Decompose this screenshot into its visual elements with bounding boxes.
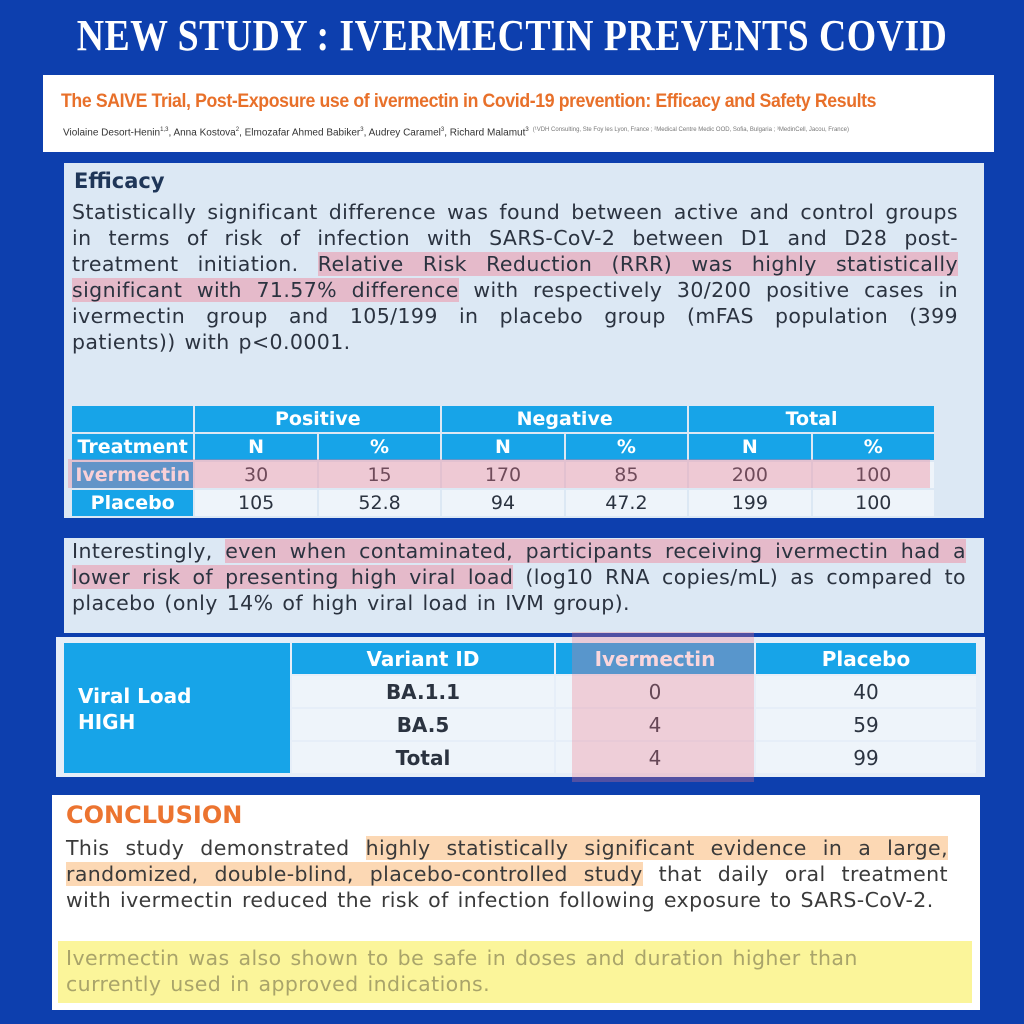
author-affiliation-index: 1,3: [160, 127, 169, 133]
efficacy-box: Efficacy Statistically significant diffe…: [64, 163, 984, 518]
column-header: %: [316, 432, 443, 462]
cell: 4: [554, 740, 756, 775]
text: that daily oral treatment with ivermecti…: [66, 862, 948, 912]
paragraph: This study demonstrated highly statistic…: [66, 835, 948, 913]
cell: 85: [563, 460, 690, 490]
data-row: BA.5 4 59: [63, 707, 978, 742]
row-header: Placebo: [69, 488, 196, 518]
results-table: Positive Negative Total Treatment N% N% N% Iver…: [69, 404, 937, 518]
cell: 47.2: [563, 488, 690, 518]
viral-table-box: Viral Load HIGH Variant ID Ivermectin Placeb…: [56, 632, 985, 782]
data-row: Placebo 105 52.8 94 47.2 199 100: [69, 488, 937, 518]
viral-load-box: Interestingly, even when contaminated, p…: [64, 538, 984, 633]
separator: ,: [363, 127, 369, 139]
cell: 52.8: [316, 488, 443, 518]
cell: 59: [754, 707, 978, 742]
column-header: N: [440, 432, 566, 462]
text: Statistically significant difference was…: [72, 200, 958, 276]
author-name: Elmozafar Ahmed Babiker: [244, 127, 361, 139]
group-header: Positive: [193, 404, 443, 434]
separator: ,: [168, 127, 174, 139]
authors: Violaine Desort-Henin1,3, Anna Kostova2,…: [63, 127, 849, 138]
cell: 30: [193, 460, 319, 490]
text: (log10 RNA copies/mL) as compared to pla…: [72, 565, 967, 615]
cell: 200: [687, 460, 813, 490]
separator: ,: [444, 127, 450, 139]
cell: 105: [193, 488, 319, 518]
author-affiliation-index: 2: [235, 127, 240, 133]
row-highlight: [68, 459, 930, 488]
paper-header: The SAIVE Trial, Post-Exposure use of iv…: [43, 75, 994, 152]
header-row: Treatment N% N% N%: [69, 432, 937, 462]
column-header: Treatment: [69, 432, 196, 462]
safety-highlight: Ivermectin was also shown to be safe in …: [58, 941, 972, 1003]
cell: 0: [554, 674, 756, 709]
column-header: Variant ID: [290, 641, 556, 676]
cell: 94: [440, 488, 566, 518]
column-highlight: [572, 632, 754, 782]
column-header: N: [193, 432, 319, 462]
cell: 99: [754, 740, 978, 775]
column-header: %: [810, 432, 937, 462]
text: Interestingly,: [72, 539, 213, 563]
cell: 15: [316, 460, 443, 490]
data-row: Ivermectin 30 15 170 85 200 100: [69, 460, 937, 490]
row-label-line: HIGH: [78, 710, 136, 734]
header-row: Viral Load HIGH Variant ID Ivermectin Placeb…: [62, 641, 978, 775]
cell: BA.1.1: [290, 674, 556, 709]
header-cell: [69, 404, 196, 434]
author-affiliation-index: 3: [525, 127, 529, 133]
author-name: Richard Malamut: [449, 127, 526, 139]
author-affiliation-index: 3: [360, 127, 364, 133]
section-heading: Efficacy: [74, 169, 165, 193]
paragraph: Ivermectin was also shown to be safe in …: [66, 946, 858, 996]
cell: Total: [290, 740, 556, 775]
column-header: N: [687, 432, 813, 462]
text: with respectively 30/200 positive cases …: [72, 278, 958, 354]
conclusion-box: CONCLUSION This study demonstrated highl…: [52, 795, 980, 1010]
cell: 40: [754, 674, 978, 709]
paragraph: Interestingly, even when contaminated, p…: [72, 538, 966, 616]
column-header: %: [563, 432, 690, 462]
cell: 170: [440, 460, 566, 490]
column-header: Ivermectin: [554, 641, 756, 676]
section-heading: CONCLUSION: [66, 801, 243, 829]
author-affiliation-index: 3: [440, 127, 445, 133]
viral-table: Viral Load HIGH Variant ID Ivermectin Placeb…: [62, 641, 978, 775]
row-header: Ivermectin: [69, 460, 196, 490]
cell: 100: [810, 460, 937, 490]
cell: 100: [810, 488, 937, 518]
cell: 4: [554, 707, 756, 742]
paper-title: The SAIVE Trial, Post-Exposure use of iv…: [61, 91, 877, 112]
author-name: Audrey Caramel: [368, 127, 441, 139]
cell: BA.5: [290, 707, 556, 742]
text: This study demonstrated: [66, 836, 350, 860]
data-row: Total 4 99: [63, 740, 978, 775]
group-header: Total: [687, 404, 936, 434]
author-name: Anna Kostova: [173, 127, 236, 139]
column-header: Placebo: [754, 641, 978, 676]
data-row: BA.1.1 0 40: [63, 674, 978, 709]
cell: 199: [687, 488, 813, 518]
header-row: Positive Negative Total: [69, 404, 936, 434]
group-header: Negative: [440, 404, 690, 434]
paragraph: Statistically significant difference was…: [72, 199, 958, 355]
page-title: NEW STUDY : IVERMECTIN PREVENTS COVID: [76, 11, 948, 60]
author-name: Violaine Desort-Henin: [63, 127, 161, 139]
row-label: Viral Load HIGH: [62, 641, 292, 775]
separator: ,: [239, 127, 245, 139]
affiliations: (¹VDH Consulting, Ste Foy les Lyon, Fran…: [532, 127, 849, 133]
row-label-line: Viral Load: [78, 684, 192, 708]
